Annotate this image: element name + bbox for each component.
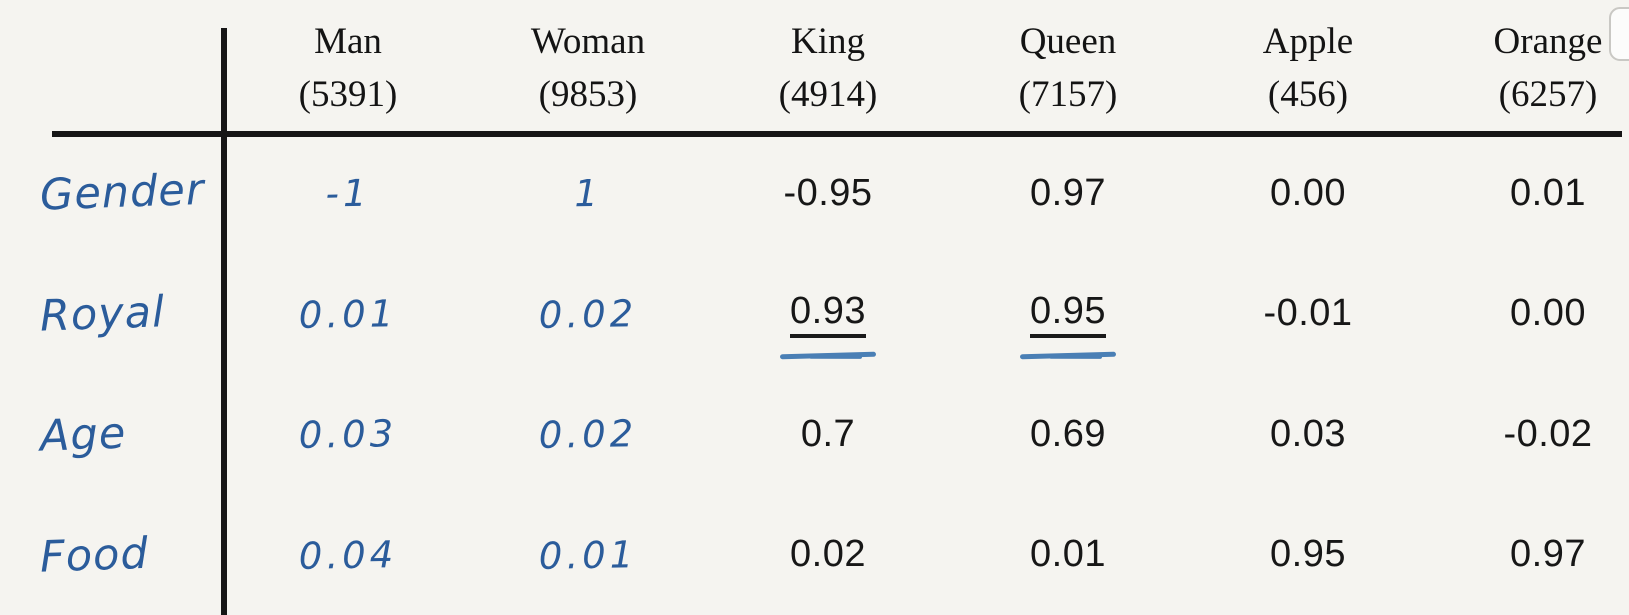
row-label-royal: Royal [39, 286, 166, 342]
table-cell-food-apple: 0.95 [1270, 533, 1346, 576]
table-cell-food-orange: 0.97 [1510, 533, 1586, 576]
table-cell-royal-woman: 0.02 [538, 291, 638, 337]
column-count: (9853) [538, 73, 638, 115]
table-cell-age-man: 0.03 [298, 411, 398, 457]
table-cell-age-apple: 0.03 [1270, 412, 1346, 455]
column-header-apple: Apple (456) [1188, 0, 1428, 133]
table-cell-food-woman: 0.01 [538, 532, 638, 578]
column-count: (7157) [1018, 73, 1118, 115]
row-label-food: Food [39, 528, 150, 583]
table-cell-age-orange: -0.02 [1503, 412, 1593, 455]
column-word: Queen [1019, 20, 1117, 62]
column-header-man: Man (5391) [228, 0, 468, 133]
hand-underline-annotation [1019, 351, 1117, 360]
hand-underline-annotation [779, 351, 877, 360]
row-label-age: Age [39, 408, 128, 462]
table-cell-gender-queen: 0.97 [1030, 171, 1106, 214]
column-header-orange: Orange (6257) [1428, 0, 1629, 133]
table-cell-gender-man: -1 [325, 171, 371, 216]
cell-value-underlined: 0.95 [1030, 290, 1106, 338]
column-header-woman: Woman (9853) [468, 0, 708, 133]
corner-cell [0, 0, 228, 133]
column-header-queen: Queen (7157) [948, 0, 1188, 133]
table-cell-gender-woman: 1 [573, 171, 603, 215]
column-word: Orange [1493, 20, 1603, 62]
column-word: Woman [530, 20, 646, 62]
table-cell-gender-king: -0.95 [783, 171, 873, 214]
table-cell-royal-apple: -0.01 [1263, 292, 1353, 335]
table-cell-royal-queen: 0.95 [948, 254, 1188, 375]
table-cell-age-woman: 0.02 [538, 411, 638, 457]
table-cell-gender-apple: 0.00 [1270, 171, 1346, 214]
column-word: King [791, 20, 865, 62]
table-cell-food-queen: 0.01 [1030, 533, 1106, 576]
column-header-king: King (4914) [708, 0, 948, 133]
table-cell-royal-man: 0.01 [298, 291, 398, 337]
column-count: (4914) [778, 73, 878, 115]
row-label-gender: Gender [39, 165, 206, 221]
cell-value-underlined: 0.93 [790, 290, 866, 338]
scrollbar-thumb[interactable] [1609, 7, 1629, 61]
table-cell-food-king: 0.02 [790, 533, 866, 576]
table-cell-food-man: 0.04 [298, 532, 398, 578]
table-vertical-rule [221, 28, 227, 615]
column-count: (456) [1267, 73, 1349, 115]
table-cell-gender-orange: 0.01 [1510, 171, 1586, 214]
table-cell-royal-orange: 0.00 [1510, 292, 1586, 335]
table-cell-royal-king: 0.93 [708, 254, 948, 375]
column-word: Apple [1262, 20, 1354, 62]
table-cell-age-queen: 0.69 [1030, 412, 1106, 455]
table-horizontal-rule [52, 131, 1622, 137]
table-cell-age-king: 0.7 [800, 412, 856, 455]
column-word: Man [314, 20, 382, 62]
column-count: (6257) [1498, 73, 1598, 115]
column-count: (5391) [298, 73, 398, 115]
